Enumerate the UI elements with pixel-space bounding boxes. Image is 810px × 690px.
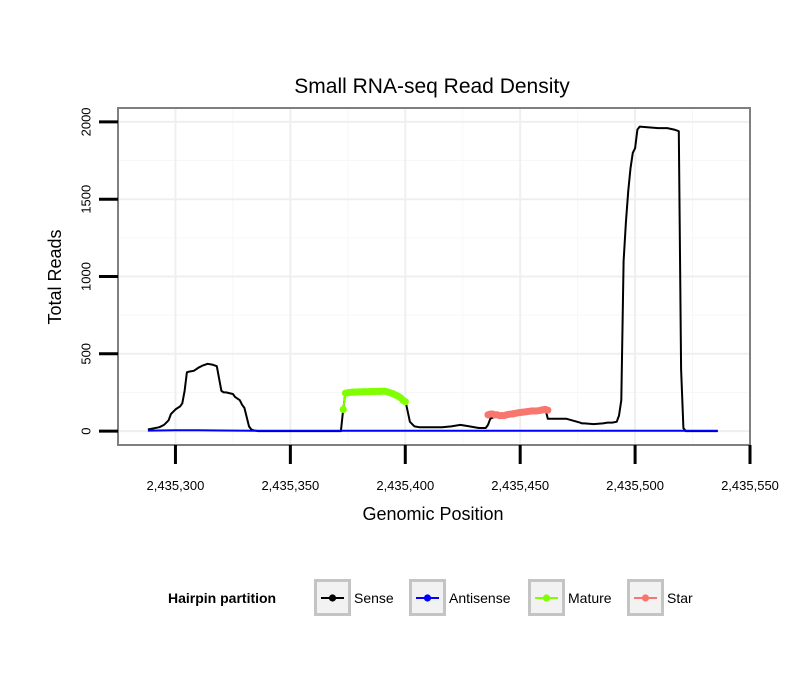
y-axis: 0 500 1000 1500 2000 bbox=[79, 107, 118, 435]
series-line-sense bbox=[147, 125, 718, 433]
y-tick-label: 2000 bbox=[79, 107, 94, 136]
series-line-antisense bbox=[147, 429, 718, 432]
data-point-mature bbox=[339, 405, 347, 414]
legend-label-star: Star bbox=[667, 590, 693, 606]
y-tick-label: 1000 bbox=[79, 262, 94, 291]
legend-key-point-sense bbox=[328, 594, 337, 602]
legend-label-antisense: Antisense bbox=[449, 590, 511, 606]
x-tick-label: 2,435,350 bbox=[261, 478, 319, 493]
legend-key-point-star bbox=[641, 594, 650, 602]
x-axis: 2,435,300 2,435,350 2,435,400 2,435,450 2,43… bbox=[147, 445, 779, 493]
data-point-mature bbox=[401, 398, 409, 406]
legend-label-mature: Mature bbox=[568, 590, 612, 606]
legend-label-sense: Sense bbox=[354, 590, 394, 606]
y-tick-label: 0 bbox=[79, 427, 94, 434]
legend-key-point-mature bbox=[542, 594, 551, 602]
x-axis-title: Genomic Position bbox=[362, 504, 503, 524]
plot-series bbox=[147, 125, 718, 433]
legend-title: Hairpin partition bbox=[168, 590, 276, 606]
data-point-star bbox=[544, 406, 552, 414]
x-tick-label: 2,435,400 bbox=[376, 478, 434, 493]
legend: Hairpin partition Sense Antisense Mature St… bbox=[168, 579, 693, 616]
chart-title: Small RNA-seq Read Density bbox=[294, 75, 570, 98]
x-tick-label: 2,435,550 bbox=[721, 478, 779, 493]
y-axis-title: Total Reads bbox=[45, 229, 65, 324]
x-tick-label: 2,435,450 bbox=[491, 478, 549, 493]
legend-key-point-antisense bbox=[423, 594, 432, 602]
y-tick-label: 500 bbox=[79, 343, 94, 365]
y-tick-label: 1500 bbox=[79, 185, 94, 214]
x-tick-label: 2,435,300 bbox=[147, 478, 205, 493]
grid-major bbox=[118, 108, 750, 445]
x-tick-label: 2,435,500 bbox=[606, 478, 664, 493]
